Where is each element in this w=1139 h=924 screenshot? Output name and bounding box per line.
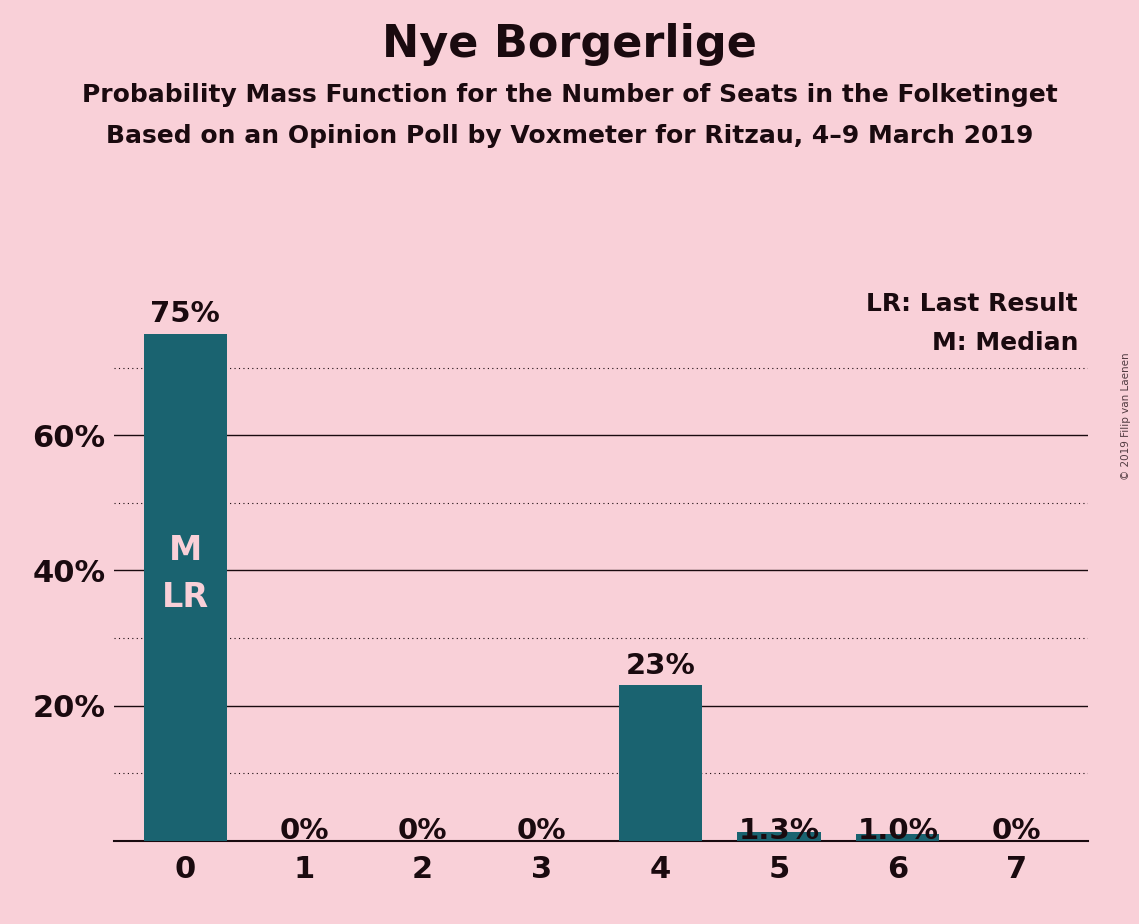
Text: 23%: 23% bbox=[625, 652, 695, 680]
Text: 0%: 0% bbox=[279, 817, 329, 845]
Bar bbox=[737, 832, 820, 841]
Text: 0%: 0% bbox=[992, 817, 1041, 845]
Text: M: M bbox=[169, 534, 202, 566]
Text: Probability Mass Function for the Number of Seats in the Folketinget: Probability Mass Function for the Number… bbox=[82, 83, 1057, 107]
Text: 1.3%: 1.3% bbox=[738, 817, 819, 845]
Text: Based on an Opinion Poll by Voxmeter for Ritzau, 4–9 March 2019: Based on an Opinion Poll by Voxmeter for… bbox=[106, 124, 1033, 148]
Text: LR: LR bbox=[162, 581, 208, 614]
Text: M: Median: M: Median bbox=[932, 331, 1077, 355]
Bar bbox=[857, 834, 940, 841]
Text: © 2019 Filip van Laenen: © 2019 Filip van Laenen bbox=[1121, 352, 1131, 480]
Bar bbox=[618, 686, 702, 841]
Text: 1.0%: 1.0% bbox=[858, 817, 939, 845]
Text: Nye Borgerlige: Nye Borgerlige bbox=[382, 23, 757, 67]
Bar bbox=[144, 334, 227, 841]
Text: 0%: 0% bbox=[398, 817, 448, 845]
Text: 0%: 0% bbox=[517, 817, 566, 845]
Text: 75%: 75% bbox=[150, 300, 220, 328]
Text: LR: Last Result: LR: Last Result bbox=[867, 292, 1077, 316]
